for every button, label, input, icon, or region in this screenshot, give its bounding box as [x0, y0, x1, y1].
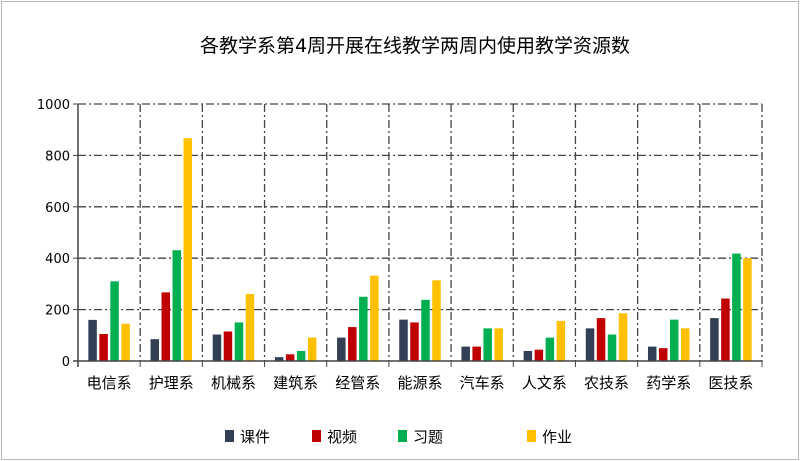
legend-swatch-作业: [527, 430, 536, 442]
bar-视频-汽车系: [472, 346, 481, 361]
x-tick-label: 汽车系: [460, 374, 505, 392]
legend: 课件 视频 习题 作业: [225, 428, 572, 446]
bar-作业-护理系: [183, 138, 193, 361]
bar-作业-汽车系: [494, 328, 503, 361]
bar-课件-药学系: [647, 346, 657, 361]
bar-作业-药学系: [680, 328, 690, 361]
bar-视频-护理系: [161, 292, 171, 361]
bar-视频-机械系: [223, 331, 233, 361]
y-tick-label: 800: [45, 149, 70, 164]
bar-习题-医技系: [732, 253, 741, 361]
legend-swatch-课件: [225, 430, 234, 442]
bar-视频-电信系: [99, 334, 108, 361]
legend-swatch-习题: [398, 430, 407, 442]
x-tick-label: 经管系: [335, 374, 380, 392]
bar-作业-能源系: [432, 280, 441, 361]
bar-课件-经管系: [337, 337, 346, 361]
axes: 0 200 400 600 800 1000 电信系 护理系 机械系 建筑系 经管系 能源系 汽车系 人文…: [37, 98, 763, 392]
x-tick-label: 医技系: [708, 374, 753, 392]
bar-习题-汽车系: [483, 328, 492, 361]
x-tick-label: 能源系: [397, 374, 442, 392]
bar-课件-机械系: [212, 334, 222, 361]
y-tick-label: 200: [45, 304, 70, 319]
x-tick-label: 人文系: [522, 374, 567, 392]
bar-作业-医技系: [743, 258, 752, 361]
x-tick-label: 农技系: [584, 374, 629, 392]
bars: [88, 138, 752, 361]
bar-视频-能源系: [410, 322, 419, 361]
bar-课件-电信系: [88, 319, 97, 361]
bar-视频-经管系: [348, 327, 357, 361]
x-tick-label: 建筑系: [273, 374, 318, 392]
bar-作业-经管系: [370, 275, 379, 361]
bar-作业-机械系: [245, 293, 255, 361]
bar-习题-电信系: [110, 281, 119, 361]
bar-视频-农技系: [596, 318, 606, 361]
chart-title: 各教学系第4周开展在线教学两周内使用教学资源数: [200, 35, 630, 57]
bar-习题-药学系: [669, 319, 679, 361]
legend-swatch-视频: [312, 430, 321, 442]
bar-课件-护理系: [150, 339, 160, 361]
bar-视频-建筑系: [285, 354, 295, 361]
legend-label: 课件: [240, 428, 270, 446]
y-tick-label: 400: [45, 252, 70, 267]
bar-视频-人文系: [534, 349, 544, 361]
bar-课件-能源系: [399, 319, 408, 361]
x-tick-label: 电信系: [87, 374, 132, 392]
bar-习题-农技系: [607, 334, 617, 361]
bar-习题-人文系: [545, 337, 555, 361]
bar-习题-建筑系: [296, 350, 306, 361]
bar-习题-护理系: [172, 250, 182, 361]
bar-习题-经管系: [359, 296, 368, 361]
y-tick-label: 600: [45, 201, 70, 216]
bar-课件-汽车系: [461, 346, 470, 361]
bar-课件-医技系: [710, 318, 719, 361]
x-tick-label: 机械系: [211, 374, 256, 392]
bar-作业-农技系: [618, 313, 628, 361]
bar-习题-能源系: [421, 299, 430, 361]
bar-习题-机械系: [234, 322, 244, 361]
y-tick-label: 1000: [37, 98, 70, 113]
bar-课件-建筑系: [274, 357, 284, 361]
legend-label: 习题: [413, 428, 443, 446]
legend-label: 视频: [327, 428, 357, 446]
bar-课件-农技系: [585, 328, 595, 361]
bar-课件-人文系: [523, 350, 533, 361]
y-tick-label: 0: [62, 355, 70, 370]
x-tick-label: 药学系: [646, 374, 691, 392]
bar-视频-药学系: [658, 348, 668, 361]
x-tick-label: 护理系: [149, 374, 194, 392]
legend-label: 作业: [542, 428, 572, 446]
bar-作业-建筑系: [307, 337, 317, 361]
bar-作业-人文系: [556, 320, 566, 361]
bar-作业-电信系: [121, 323, 130, 361]
bar-视频-医技系: [721, 298, 730, 361]
